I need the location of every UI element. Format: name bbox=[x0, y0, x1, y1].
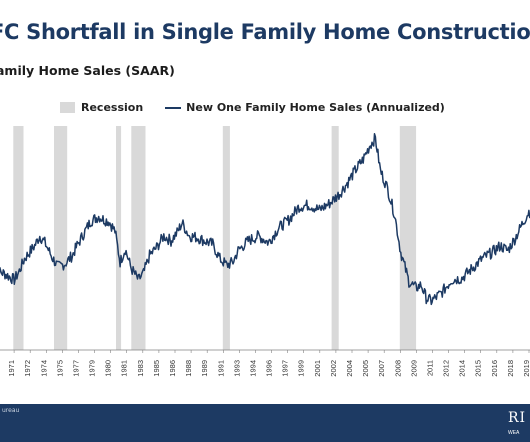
recession-band-2 bbox=[116, 126, 122, 350]
chart-legend: Recession New One Family Home Sales (Ann… bbox=[60, 101, 467, 114]
x-tick-label: 1975 bbox=[55, 360, 64, 377]
recession-band-4 bbox=[222, 126, 230, 350]
x-tick-label: 2016 bbox=[490, 360, 499, 377]
x-tick-label: 2011 bbox=[426, 360, 435, 376]
chart-plot: 1968197119721974197519771979198019811983… bbox=[0, 126, 530, 377]
series-line-0 bbox=[0, 133, 530, 306]
x-tick-label: 2015 bbox=[474, 360, 483, 377]
x-tick-label: 1980 bbox=[104, 360, 113, 377]
series-swatch bbox=[165, 106, 182, 109]
x-tick-label: 1983 bbox=[136, 360, 145, 377]
legend-label-series: New One Family Home Sales (Annualized) bbox=[186, 101, 445, 114]
chart-subtitle: amily Home Sales (SAAR) bbox=[0, 63, 175, 78]
series-group bbox=[0, 133, 530, 306]
footer-bar: ureau RI WEA bbox=[0, 404, 530, 442]
recession-band-6 bbox=[399, 126, 417, 350]
recession-band-3 bbox=[131, 126, 146, 350]
x-tick-label: 1977 bbox=[72, 360, 81, 377]
x-tick-label: 2004 bbox=[345, 360, 354, 377]
x-tick-label: 2018 bbox=[506, 360, 515, 377]
recession-band-0 bbox=[13, 126, 24, 350]
x-tick-label: 1994 bbox=[249, 360, 258, 377]
source-note: ureau bbox=[2, 407, 20, 414]
x-tick-label: 1986 bbox=[168, 360, 177, 377]
x-tick-label: 2012 bbox=[442, 360, 451, 377]
x-tick-label: 1993 bbox=[232, 360, 241, 377]
legend-item-recession: Recession bbox=[60, 101, 143, 114]
chart-title: FC Shortfall in Single Family Home Const… bbox=[0, 20, 530, 44]
x-tick-label: 1979 bbox=[88, 360, 97, 377]
x-tick-label: 1996 bbox=[265, 360, 274, 377]
recession-swatch bbox=[60, 102, 75, 113]
brand-logo: RI bbox=[508, 410, 527, 426]
x-tick-label: 1988 bbox=[184, 360, 193, 377]
x-tick-label: 1981 bbox=[120, 360, 129, 377]
x-tick-label: 1991 bbox=[216, 360, 225, 377]
legend-label-recession: Recession bbox=[81, 101, 144, 114]
x-tick-label: 2014 bbox=[458, 360, 467, 377]
x-tick-label: 1999 bbox=[297, 360, 306, 377]
brand-logo-subtext: WEA bbox=[508, 430, 520, 436]
x-tick-label: 1971 bbox=[7, 360, 16, 377]
x-tick-label: 1985 bbox=[152, 360, 161, 377]
x-tick-label: 2002 bbox=[329, 360, 338, 377]
x-tick-label: 1974 bbox=[39, 360, 48, 377]
legend-item-series: New One Family Home Sales (Annualized) bbox=[165, 101, 445, 114]
x-tick-label: 1997 bbox=[281, 360, 290, 377]
x-tick-label: 2009 bbox=[409, 360, 418, 377]
x-tick-label: 2001 bbox=[313, 360, 322, 377]
x-tick-label: 2007 bbox=[377, 360, 386, 377]
x-tick-label: 2008 bbox=[393, 360, 402, 377]
x-axis-ticks: 1968197119721974197519771979198019811983… bbox=[7, 350, 530, 377]
x-tick-label: 2019 bbox=[522, 360, 530, 377]
recession-band-1 bbox=[54, 126, 68, 350]
recession-bands bbox=[13, 126, 417, 350]
recession-band-5 bbox=[331, 126, 339, 350]
x-tick-label: 1989 bbox=[200, 360, 209, 377]
x-tick-label: 2005 bbox=[361, 360, 370, 377]
x-tick-label: 1972 bbox=[23, 360, 32, 377]
